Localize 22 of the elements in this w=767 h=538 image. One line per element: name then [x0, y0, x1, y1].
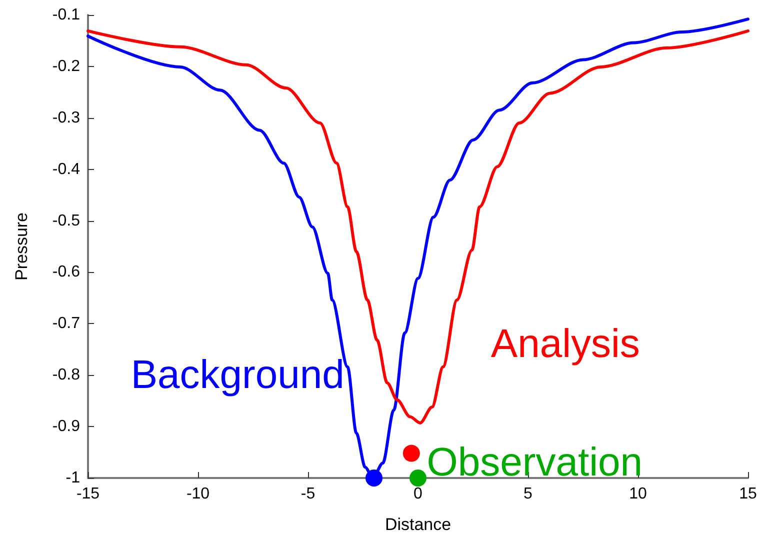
- y-tick-label: -0.2: [52, 58, 80, 75]
- y-tick-label: -1: [66, 470, 80, 486]
- y-tick-label: -0.4: [52, 160, 80, 178]
- y-tick-label: -0.8: [52, 366, 80, 384]
- x-tick-label: -15: [76, 486, 100, 502]
- y-tick-label: -0.9: [52, 418, 80, 436]
- x-tick-label: -10: [186, 486, 210, 502]
- x-tick-label: 15: [739, 486, 757, 502]
- y-tick-label: -0.5: [52, 212, 80, 230]
- y-axis-title: Pressure: [12, 212, 31, 281]
- x-tick-label: -5: [300, 486, 316, 502]
- y-tick-label: -0.6: [52, 264, 80, 281]
- x-tick-label: 0: [414, 486, 423, 502]
- series-label: Analysis: [490, 322, 640, 366]
- y-tick-label: -0.1: [52, 6, 80, 24]
- x-tick-label: 5: [524, 486, 533, 502]
- series-label: Observation: [426, 440, 642, 485]
- x-axis-title: Distance: [384, 515, 452, 534]
- series-label: Background: [130, 353, 344, 398]
- y-tick-label: -0.3: [52, 109, 80, 126]
- y-tick-label: -0.7: [52, 315, 80, 332]
- x-tick-label: 10: [629, 486, 647, 502]
